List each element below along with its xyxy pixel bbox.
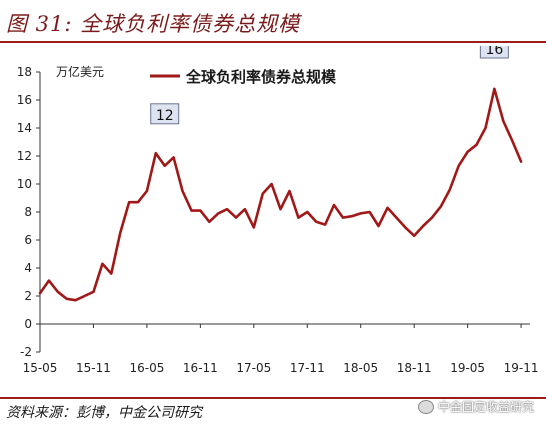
y-axis-label: 万亿美元	[56, 64, 104, 79]
y-tick-label: 12	[17, 149, 32, 163]
annotation-box	[479, 46, 509, 59]
legend-label: 全球负利率债券总规模	[185, 68, 337, 86]
series-line	[38, 87, 523, 302]
y-tick-label: 4	[24, 261, 32, 275]
x-tick-label: 19-11	[504, 361, 539, 375]
y-tick-label: 18	[17, 65, 32, 79]
y-tick-label: 10	[17, 177, 32, 191]
y-tick-label: 2	[24, 289, 32, 303]
x-tick-label: 18-05	[343, 361, 378, 375]
figure-title: 图 31: 全球负利率债券总规模	[6, 12, 301, 36]
y-tick-label: 16	[17, 93, 32, 107]
y-tick-label: 0	[24, 317, 32, 331]
line-chart: -2 0 2 4 6 8 10 12 14 16 18 15-05 15-11 16-05 16-11 17-…	[17, 46, 539, 375]
x-tick-label: 15-05	[23, 361, 58, 375]
annotation-label: 12	[156, 108, 174, 124]
watermark: 中金固定收益研究	[417, 398, 534, 415]
x-tick-label: 17-05	[236, 361, 271, 375]
x-tick-label: 18-11	[397, 361, 432, 375]
source-note: 资料来源：彭博，中金公司研究	[6, 405, 202, 421]
watermark-text: 中金固定收益研究	[437, 400, 534, 414]
annotation-box	[150, 103, 180, 125]
x-tick-label: 16-11	[183, 361, 218, 375]
footer-divider	[0, 397, 546, 399]
x-tick-label: 15-11	[76, 361, 111, 375]
x-tick-label: 19-05	[450, 361, 485, 375]
y-tick-label: -2	[20, 345, 32, 359]
y-tick-label: 14	[17, 121, 32, 135]
annotation-label: 16	[485, 46, 503, 58]
y-tick-label: 8	[24, 205, 32, 219]
x-tick-label: 16-05	[129, 361, 164, 375]
title-divider	[0, 41, 546, 43]
wechat-icon	[417, 399, 434, 414]
y-tick-label: 6	[24, 233, 32, 247]
x-tick-label: 17-11	[290, 361, 325, 375]
